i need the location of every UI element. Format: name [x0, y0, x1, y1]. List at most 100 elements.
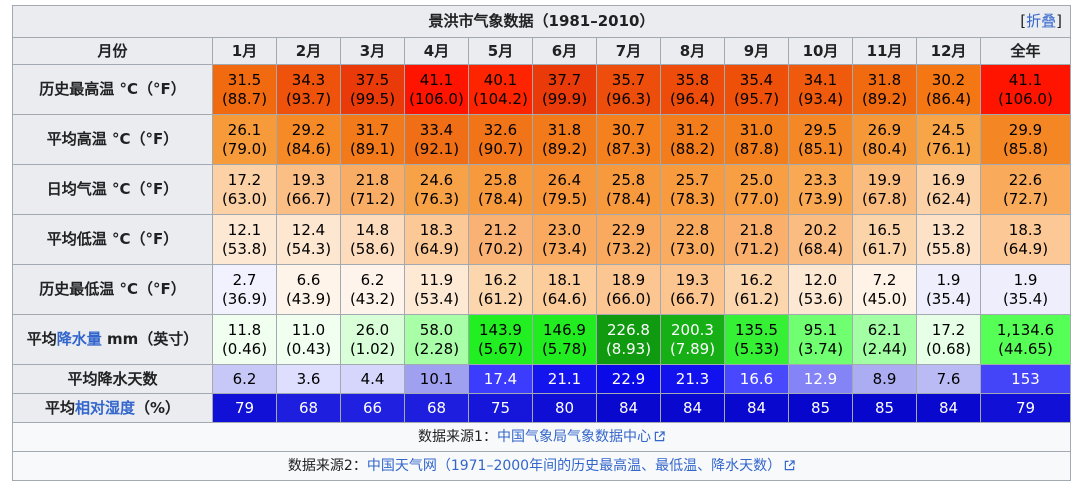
cell: 24.5 (76.1) — [916, 114, 981, 165]
external-icon — [654, 430, 665, 441]
cell: 95.1 (3.74) — [788, 314, 853, 365]
value-imperial: (63.0) — [221, 189, 268, 208]
cell: 3.6 — [276, 364, 341, 394]
cell: 79 — [980, 393, 1071, 423]
value-imperial: (73.4) — [541, 239, 588, 258]
value: 17.2 — [227, 170, 262, 189]
column-header: 10月 — [788, 37, 853, 65]
cell: 19.3 (66.7) — [660, 264, 725, 315]
value: 16.5 — [867, 220, 902, 239]
value: 26.4 — [547, 170, 582, 189]
column-header: 全年 — [980, 37, 1071, 65]
row-label: 平均低温 °C（°F） — [12, 214, 213, 265]
value: 85 — [810, 398, 831, 417]
cell: 17.4 — [468, 364, 533, 394]
cell: 16.9 (62.4) — [916, 164, 981, 215]
value: 21.1 — [547, 369, 582, 388]
value: 21.3 — [675, 369, 710, 388]
column-header: 9月 — [724, 37, 789, 65]
text: 平均高温 °C（°F） — [46, 130, 179, 148]
title-row: 景洪市气象数据（1981–2010） [折叠] — [12, 5, 1071, 38]
value-imperial: (71.2) — [733, 239, 780, 258]
link[interactable]: 相对湿度 — [74, 398, 135, 417]
column-header: 2月 — [276, 37, 341, 65]
value: 1.9 — [1013, 270, 1038, 289]
value-imperial: (99.5) — [349, 89, 396, 108]
cell: 14.8 (58.6) — [340, 214, 405, 265]
value: 25.8 — [611, 170, 646, 189]
cell: 35.8 (96.4) — [660, 64, 725, 115]
value: 19.9 — [867, 170, 902, 189]
value: 41.1 — [419, 70, 454, 89]
value-imperial: (78.4) — [605, 189, 652, 208]
text: 历史最低温 °C（°F） — [39, 280, 186, 298]
value: 31.7 — [355, 120, 390, 139]
text: 平均 — [44, 398, 75, 417]
value: 34.1 — [803, 70, 838, 89]
value: 6.2 — [360, 270, 385, 289]
bracket: ] — [1056, 12, 1062, 30]
value: 143.9 — [479, 320, 522, 339]
value: 79 — [1015, 398, 1036, 417]
cell: 34.1 (93.4) — [788, 64, 853, 115]
cell: 29.2 (84.6) — [276, 114, 341, 165]
value: 30.7 — [611, 120, 646, 139]
value: 62.1 — [867, 320, 902, 339]
value-imperial: (43.2) — [349, 289, 396, 308]
cell: 41.1 (106.0) — [404, 64, 469, 115]
value: 7.2 — [872, 270, 897, 289]
cell: 6.2 — [212, 364, 277, 394]
value: 17.4 — [483, 369, 518, 388]
value: 12.9 — [803, 369, 838, 388]
link[interactable]: 中国天气网（1971–2000年间的历史最高温、最低温、降水天数） — [366, 457, 782, 474]
cell: 25.8 (78.4) — [468, 164, 533, 215]
value: 16.2 — [483, 270, 518, 289]
value-imperial: (64.9) — [1002, 239, 1049, 258]
data-row: 日均气温 °C（°F） 17.2 (63.0) 19.3 (66.7) 21.8 (71.2… — [12, 164, 1071, 215]
value-imperial: (54.3) — [285, 239, 332, 258]
link[interactable]: 降水量 — [56, 330, 102, 348]
value: 68 — [298, 398, 319, 417]
value: 85 — [874, 398, 895, 417]
value: 84 — [938, 398, 959, 417]
value: 1.9 — [936, 270, 961, 289]
cell: 33.4 (92.1) — [404, 114, 469, 165]
value: 7.6 — [936, 369, 961, 388]
value: 24.5 — [931, 120, 966, 139]
link[interactable]: 中国气象局气象数据中心 — [496, 428, 651, 445]
value: 26.1 — [227, 120, 262, 139]
cell: 18.3 (64.9) — [404, 214, 469, 265]
value: 75 — [490, 398, 511, 417]
source: 数据来源1：中国气象局气象数据中心 — [12, 422, 1071, 452]
cell: 143.9 (5.67) — [468, 314, 533, 365]
value-imperial: (79.5) — [541, 189, 588, 208]
title: 景洪市气象数据（1981–2010） — [428, 12, 655, 30]
collapse-link[interactable]: 折叠 — [1026, 12, 1057, 30]
value-imperial: (2.44) — [861, 339, 908, 358]
cell: 24.6 (76.3) — [404, 164, 469, 215]
value-imperial: (71.2) — [349, 189, 396, 208]
cell: 23.3 (73.9) — [788, 164, 853, 215]
value-imperial: (62.4) — [925, 189, 972, 208]
value: 80 — [554, 398, 575, 417]
value-imperial: (87.3) — [605, 139, 652, 158]
external-icon — [784, 459, 795, 470]
value-imperial: (104.2) — [473, 89, 528, 108]
value-imperial: (76.1) — [925, 139, 972, 158]
value: 10.1 — [419, 369, 454, 388]
cell: 84 — [724, 393, 789, 423]
column-header: 6月 — [532, 37, 597, 65]
cell: 29.9 (85.8) — [980, 114, 1071, 165]
value-imperial: (93.7) — [285, 89, 332, 108]
data-row: 平均降水天数 6.2 3.6 4.4 10.1 17.4 21.1 22.9 21.3 16.6 1… — [12, 364, 1071, 394]
value-imperial: (45.0) — [861, 289, 908, 308]
source-row: 数据来源1：中国气象局气象数据中心 — [12, 422, 1071, 452]
value: 25.8 — [483, 170, 518, 189]
value: 8.9 — [872, 369, 897, 388]
value-imperial: (96.3) — [605, 89, 652, 108]
cell: 66 — [340, 393, 405, 423]
cell: 75 — [468, 393, 533, 423]
value-imperial: (85.1) — [797, 139, 844, 158]
cell: 19.3 (66.7) — [276, 164, 341, 215]
value: 84 — [618, 398, 639, 417]
